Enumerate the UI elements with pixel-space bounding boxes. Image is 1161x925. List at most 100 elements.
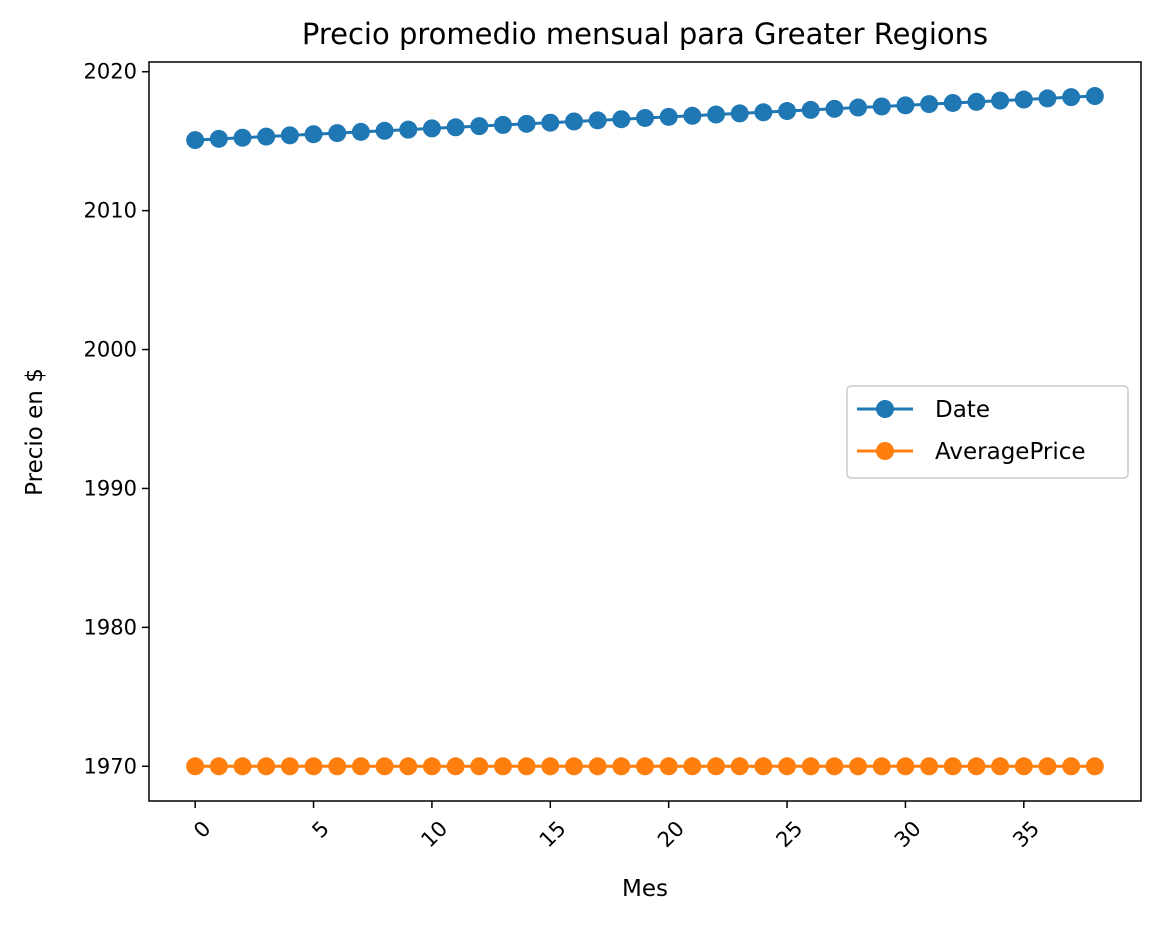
legend-label-date: Date <box>935 397 990 423</box>
data-point-date <box>872 97 891 116</box>
y-tick-label: 2010 <box>84 199 137 223</box>
data-point-date <box>896 96 915 115</box>
data-point-averageprice <box>257 757 276 776</box>
data-point-averageprice <box>233 757 252 776</box>
x-tick-label: 35 <box>1008 816 1044 852</box>
data-point-averageprice <box>588 757 607 776</box>
data-point-date <box>1062 88 1081 107</box>
x-axis-ticks: 0 5 10 15 20 25 30 35 <box>189 801 1044 852</box>
data-point-averageprice <box>707 757 726 776</box>
data-point-date <box>801 100 820 119</box>
legend-label-averageprice: AveragePrice <box>935 439 1086 465</box>
data-point-date <box>920 95 939 114</box>
chart-title: Precio promedio mensual para Greater Reg… <box>302 17 988 51</box>
data-point-date <box>849 98 868 117</box>
data-point-averageprice <box>825 757 844 776</box>
data-point-averageprice <box>375 757 394 776</box>
data-point-date <box>778 102 797 121</box>
data-point-averageprice <box>564 757 583 776</box>
data-point-date <box>541 113 560 132</box>
data-point-date <box>422 119 441 138</box>
data-point-averageprice <box>754 757 773 776</box>
x-tick-label: 20 <box>653 816 689 852</box>
y-axis-ticks: 1970 1980 1990 2000 2010 2020 <box>84 60 149 778</box>
data-point-date <box>730 104 749 123</box>
x-tick-label: 5 <box>307 816 333 842</box>
data-point-averageprice <box>659 757 678 776</box>
data-point-averageprice <box>801 757 820 776</box>
data-point-date <box>825 99 844 118</box>
data-point-averageprice <box>730 757 749 776</box>
data-point-date <box>280 126 299 145</box>
data-point-averageprice <box>186 757 205 776</box>
x-tick-label: 25 <box>771 816 807 852</box>
data-point-averageprice <box>1014 757 1033 776</box>
y-tick-label: 2020 <box>84 60 137 84</box>
data-point-averageprice <box>399 757 418 776</box>
data-point-date <box>517 114 536 133</box>
data-point-date <box>659 107 678 126</box>
data-point-date <box>754 103 773 122</box>
x-tick-label: 15 <box>535 816 571 852</box>
y-axis-label: Precio en $ <box>22 368 48 496</box>
data-point-averageprice <box>849 757 868 776</box>
data-point-date <box>943 93 962 112</box>
data-point-date <box>683 106 702 125</box>
data-point-date <box>375 121 394 140</box>
data-point-averageprice <box>517 757 536 776</box>
data-point-date <box>446 118 465 137</box>
x-tick-label: 30 <box>890 816 926 852</box>
data-point-date <box>186 131 205 150</box>
data-point-date <box>564 112 583 131</box>
y-tick-label: 1970 <box>84 754 137 778</box>
data-point-date <box>470 117 489 136</box>
data-point-averageprice <box>446 757 465 776</box>
plot-frame <box>148 61 1142 802</box>
x-tick-label: 0 <box>189 816 215 842</box>
data-point-averageprice <box>991 757 1010 776</box>
data-point-date <box>612 110 631 129</box>
data-point-date <box>588 111 607 130</box>
x-tick-label: 10 <box>416 816 452 852</box>
data-point-date <box>1085 87 1104 106</box>
data-point-averageprice <box>612 757 631 776</box>
data-point-date <box>991 91 1010 110</box>
data-point-averageprice <box>920 757 939 776</box>
y-tick-label: 2000 <box>84 338 137 362</box>
legend-marker-date <box>876 400 894 418</box>
legend-box <box>846 385 1129 479</box>
data-point-date <box>1014 90 1033 109</box>
data-point-averageprice <box>351 757 370 776</box>
data-point-averageprice <box>1062 757 1081 776</box>
data-point-date <box>636 108 654 127</box>
data-point-averageprice <box>209 757 228 776</box>
data-point-averageprice <box>1038 757 1057 776</box>
data-point-date <box>493 115 512 134</box>
data-point-averageprice <box>541 757 560 776</box>
data-point-averageprice <box>422 757 441 776</box>
data-point-date <box>1038 89 1057 108</box>
data-point-averageprice <box>896 757 915 776</box>
data-point-date <box>209 129 228 148</box>
data-point-averageprice <box>778 757 797 776</box>
data-point-date <box>967 92 986 111</box>
data-point-date <box>399 120 418 139</box>
data-point-averageprice <box>304 757 323 776</box>
data-point-date <box>233 128 252 147</box>
data-point-date <box>707 105 726 124</box>
data-point-averageprice <box>683 757 702 776</box>
data-point-date <box>304 125 323 144</box>
data-point-date <box>351 122 370 141</box>
legend: Date AveragePrice <box>846 385 1129 479</box>
data-point-averageprice <box>493 757 512 776</box>
data-point-averageprice <box>967 757 986 776</box>
data-point-averageprice <box>1085 757 1104 776</box>
series-layer <box>186 87 1104 776</box>
data-point-averageprice <box>943 757 962 776</box>
data-point-averageprice <box>636 757 654 776</box>
data-point-averageprice <box>328 757 347 776</box>
data-point-averageprice <box>872 757 891 776</box>
data-point-averageprice <box>280 757 299 776</box>
legend-marker-averageprice <box>876 442 894 460</box>
x-axis-label: Mes <box>622 876 668 902</box>
